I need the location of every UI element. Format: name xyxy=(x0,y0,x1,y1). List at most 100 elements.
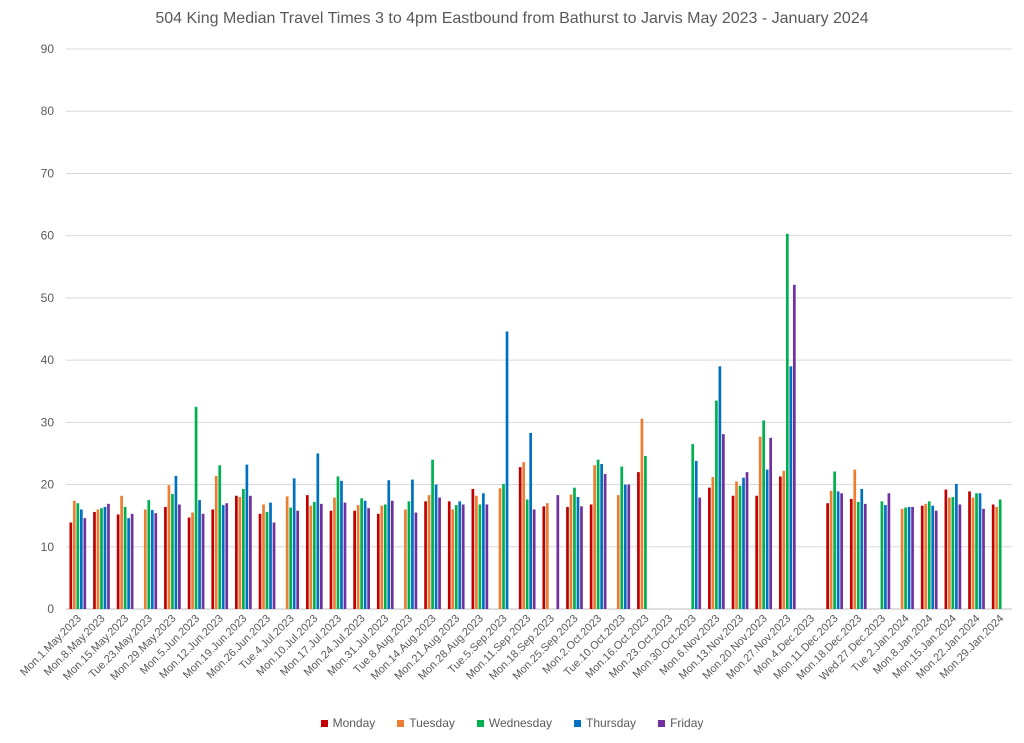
bar-friday xyxy=(343,502,347,609)
bar-wednesday xyxy=(620,466,624,609)
legend-item-friday: Friday xyxy=(658,716,703,730)
bar-friday xyxy=(107,503,110,609)
bar-wednesday xyxy=(596,459,600,609)
legend-label: Tuesday xyxy=(409,716,455,730)
bar-monday xyxy=(424,501,427,609)
bar-thursday xyxy=(79,509,83,609)
bar-monday xyxy=(589,504,593,609)
bar-thursday xyxy=(411,479,414,609)
bar-thursday xyxy=(198,500,201,609)
bar-wednesday xyxy=(336,476,340,609)
legend: Monday Tuesday Wednesday Thursday Friday xyxy=(0,716,1024,730)
chart-title: 504 King Median Travel Times 3 to 4pm Ea… xyxy=(155,10,869,27)
y-tick-label: 30 xyxy=(41,415,55,429)
bar-monday xyxy=(447,501,451,609)
bar-friday xyxy=(319,503,323,609)
bar-friday xyxy=(272,522,276,609)
bar-tuesday xyxy=(191,512,194,609)
legend-swatch xyxy=(476,719,484,727)
bar-thursday xyxy=(978,493,982,609)
bar-thursday xyxy=(127,518,130,609)
bar-friday xyxy=(982,508,985,609)
bar-friday xyxy=(390,500,394,609)
bar-wednesday xyxy=(573,487,576,609)
bar-thursday xyxy=(789,366,793,609)
bar-wednesday xyxy=(147,500,151,609)
bar-tuesday xyxy=(782,470,786,609)
bar-tuesday xyxy=(356,505,360,609)
bar-friday xyxy=(249,495,252,609)
bar-tuesday xyxy=(498,488,502,609)
bar-monday xyxy=(164,506,167,609)
bar-monday xyxy=(258,513,262,609)
bar-wednesday xyxy=(265,511,269,609)
bar-monday xyxy=(944,489,948,609)
bar-friday xyxy=(414,512,418,609)
bar-tuesday xyxy=(427,495,431,609)
bar-monday xyxy=(235,495,238,609)
legend-label: Monday xyxy=(332,716,376,730)
legend-label: Thursday xyxy=(586,716,637,730)
legend-swatch xyxy=(397,719,405,727)
bar-monday xyxy=(731,495,735,609)
bar-friday xyxy=(367,508,370,609)
bar-monday xyxy=(471,488,475,609)
bar-wednesday xyxy=(383,504,387,609)
bar-friday xyxy=(154,513,158,609)
bar-wednesday xyxy=(951,497,955,609)
y-tick-label: 80 xyxy=(41,104,55,118)
bar-tuesday xyxy=(262,504,265,609)
bar-friday xyxy=(911,506,914,609)
bar-thursday xyxy=(884,505,887,609)
bar-tuesday xyxy=(522,462,526,609)
bar-friday xyxy=(130,513,134,609)
bar-friday xyxy=(863,503,867,609)
bar-wednesday xyxy=(904,507,907,609)
bar-thursday xyxy=(623,484,627,609)
bar-friday xyxy=(556,495,560,609)
bar-tuesday xyxy=(948,497,951,609)
bar-thursday xyxy=(174,475,178,609)
bar-wednesday xyxy=(242,488,245,609)
bar-monday xyxy=(211,509,215,609)
bar-monday xyxy=(968,491,971,609)
bar-monday xyxy=(353,510,356,609)
bar-wednesday xyxy=(833,471,836,609)
legend-label: Wednesday xyxy=(488,716,553,730)
bar-wednesday xyxy=(738,485,742,609)
bar-tuesday xyxy=(451,509,455,609)
bar-wednesday xyxy=(785,233,789,610)
bar-wednesday xyxy=(123,506,127,609)
bar-wednesday xyxy=(194,406,198,609)
y-tick-label: 10 xyxy=(41,540,55,554)
bar-tuesday xyxy=(971,497,975,609)
bar-wednesday xyxy=(454,505,458,609)
bar-monday xyxy=(708,487,711,609)
bar-friday xyxy=(580,506,583,609)
bar-friday xyxy=(201,513,205,609)
bar-friday xyxy=(698,497,702,609)
bar-tuesday xyxy=(120,495,123,609)
y-tick-label: 60 xyxy=(41,229,55,243)
bar-thursday xyxy=(860,488,864,609)
legend-item-tuesday: Tuesday xyxy=(397,716,455,730)
y-tick-label: 50 xyxy=(41,291,55,305)
bar-friday xyxy=(603,473,607,609)
bar-thursday xyxy=(955,483,958,609)
bar-monday xyxy=(93,511,96,609)
bar-thursday xyxy=(694,460,698,609)
bar-wednesday xyxy=(525,499,529,609)
bar-thursday xyxy=(718,366,722,609)
bar-tuesday xyxy=(900,508,904,609)
bar-friday xyxy=(745,472,749,609)
bar-wednesday xyxy=(502,483,505,609)
bar-wednesday xyxy=(360,498,363,609)
bar-wednesday xyxy=(880,501,884,609)
bar-tuesday xyxy=(285,496,289,609)
bar-tuesday xyxy=(404,509,407,609)
bar-wednesday xyxy=(998,499,1002,609)
bar-friday xyxy=(225,503,229,609)
bar-thursday xyxy=(529,432,533,609)
bar-tuesday xyxy=(758,436,762,609)
bar-friday xyxy=(178,504,181,609)
